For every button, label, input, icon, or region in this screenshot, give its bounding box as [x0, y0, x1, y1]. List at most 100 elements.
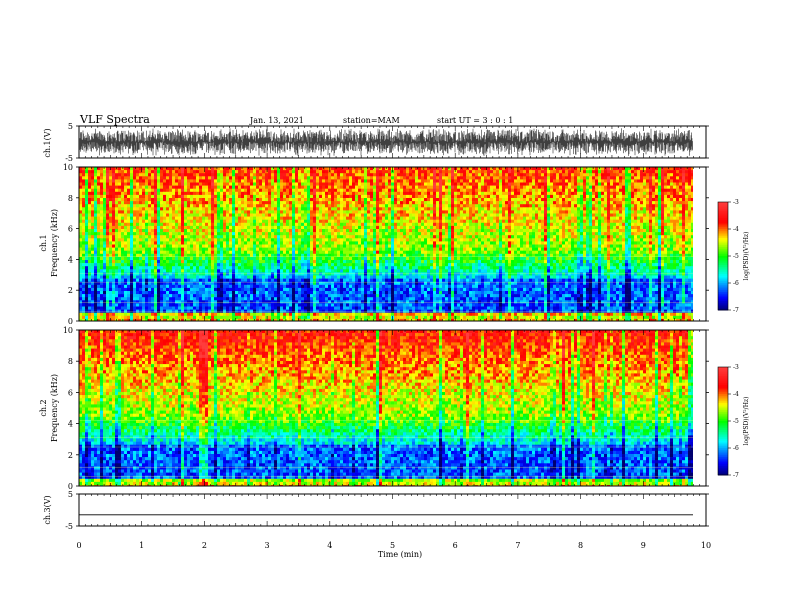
spectrogram-cell: [280, 222, 284, 227]
spectrogram-cell: [607, 213, 611, 217]
spectrogram-cell: [472, 194, 476, 199]
spectrogram-cell: [94, 235, 98, 239]
spectrogram-cell: [94, 191, 98, 196]
spectrogram-cell: [439, 179, 443, 183]
spectrogram-cell: [601, 229, 605, 233]
spectrogram-cell: [652, 198, 656, 202]
spectrogram-cell: [292, 219, 296, 224]
spectrogram-cell: [301, 173, 305, 177]
spectrogram-cell: [181, 210, 185, 214]
spectrogram-cell: [439, 235, 443, 239]
spectrogram-cell: [274, 222, 278, 227]
spectrogram-cell: [391, 188, 395, 193]
spectrogram-cell: [394, 201, 398, 205]
spectrogram-cell: [394, 225, 398, 230]
spectrogram-cell: [241, 188, 245, 193]
spectrogram-cell: [298, 207, 302, 211]
spectrogram-cell: [157, 176, 161, 180]
spectrogram-cell: [283, 216, 287, 220]
spectrogram-cell: [118, 188, 122, 193]
spectrogram-cell: [652, 185, 656, 189]
spectrogram-cell: [445, 207, 449, 211]
spectrogram-cell: [475, 201, 479, 205]
spectrogram-cell: [523, 229, 527, 233]
spectrogram-cell: [400, 176, 404, 180]
spectrogram-cell: [208, 222, 212, 227]
spectrogram-cell: [613, 222, 617, 227]
spectrogram-cell: [115, 207, 119, 211]
spectrogram-cell: [298, 188, 302, 193]
spectrogram-cell: [454, 173, 458, 177]
spectrogram-cell: [454, 207, 458, 211]
spectrogram-cell: [127, 222, 131, 227]
spectrogram-cell: [82, 216, 86, 220]
spectrogram-cell: [112, 232, 116, 236]
spectrogram-cell: [106, 194, 110, 199]
spectrogram-cell: [178, 173, 182, 177]
spectrogram-cell: [685, 179, 689, 183]
spectrogram-cell: [445, 188, 449, 193]
spectrogram-cell: [499, 167, 503, 171]
spectrogram-cell: [676, 185, 680, 189]
spectrogram-cell: [391, 179, 395, 183]
spectrogram-cell: [553, 216, 557, 220]
spectrogram-cell: [481, 225, 485, 230]
spectrogram-cell: [502, 210, 506, 214]
spectrogram-cell: [418, 173, 422, 177]
spectrogram-cell: [145, 229, 149, 233]
spectrogram-cell: [325, 222, 329, 227]
spectrogram-cell: [187, 235, 191, 239]
spectrogram-cell: [556, 232, 560, 236]
spectrogram-cell: [136, 167, 140, 171]
spectrogram-cell: [340, 222, 344, 227]
spectrogram-cell: [298, 194, 302, 199]
spectrogram-cell: [322, 176, 326, 180]
spectrogram-cell: [571, 194, 575, 199]
spectrogram-cell: [223, 198, 227, 202]
spectrogram-cell: [691, 219, 693, 224]
spectrogram-cell: [208, 182, 212, 186]
spectrogram-cell: [337, 229, 341, 233]
spectrogram-cell: [586, 188, 590, 193]
spectrogram-cell: [367, 198, 371, 202]
spectrogram-cell: [121, 216, 125, 220]
spectrogram-cell: [106, 225, 110, 230]
spectrogram-cell: [421, 204, 425, 208]
spectrogram-cell: [340, 229, 344, 233]
spectrogram-cell: [367, 229, 371, 233]
spectrogram-cell: [619, 182, 623, 186]
spectrogram-cell: [391, 198, 395, 202]
spectrogram-cell: [487, 204, 491, 208]
spectrogram-cell: [538, 235, 542, 239]
spectrogram-cell: [451, 167, 455, 171]
spectrogram-cell: [616, 179, 620, 183]
spectrogram-cell: [619, 198, 623, 202]
spectrogram-cell: [664, 222, 668, 227]
spectrogram-cell: [613, 167, 617, 171]
spectrogram-cell: [478, 216, 482, 220]
spectrogram-cell: [676, 176, 680, 180]
spectrogram-cell: [262, 219, 266, 224]
spectrogram-cell: [451, 216, 455, 220]
spectrogram-cell: [226, 179, 230, 183]
spectrogram-cell: [652, 204, 656, 208]
spectrogram-cell: [175, 185, 179, 189]
spectrogram-cell: [151, 167, 155, 171]
spectrogram-cell: [457, 201, 461, 205]
spectrogram-cell: [379, 167, 383, 171]
spectrogram-cell: [550, 173, 554, 177]
spectrogram-cell: [340, 188, 344, 193]
spectrogram-cell: [322, 232, 326, 236]
spectrogram-cell: [94, 188, 98, 193]
spectrogram-cell: [388, 182, 392, 186]
spectrogram-cell: [295, 225, 299, 230]
spectrogram-cell: [610, 213, 614, 217]
spectrogram-cell: [214, 191, 218, 196]
spectrogram-cell: [460, 225, 464, 230]
spectrogram-cell: [292, 201, 296, 205]
spectrogram-cell: [175, 238, 179, 242]
spectrogram-cell: [304, 176, 308, 180]
spectrogram-cell: [277, 179, 281, 183]
spectrogram-cell: [313, 191, 317, 196]
spectrogram-cell: [127, 188, 131, 193]
